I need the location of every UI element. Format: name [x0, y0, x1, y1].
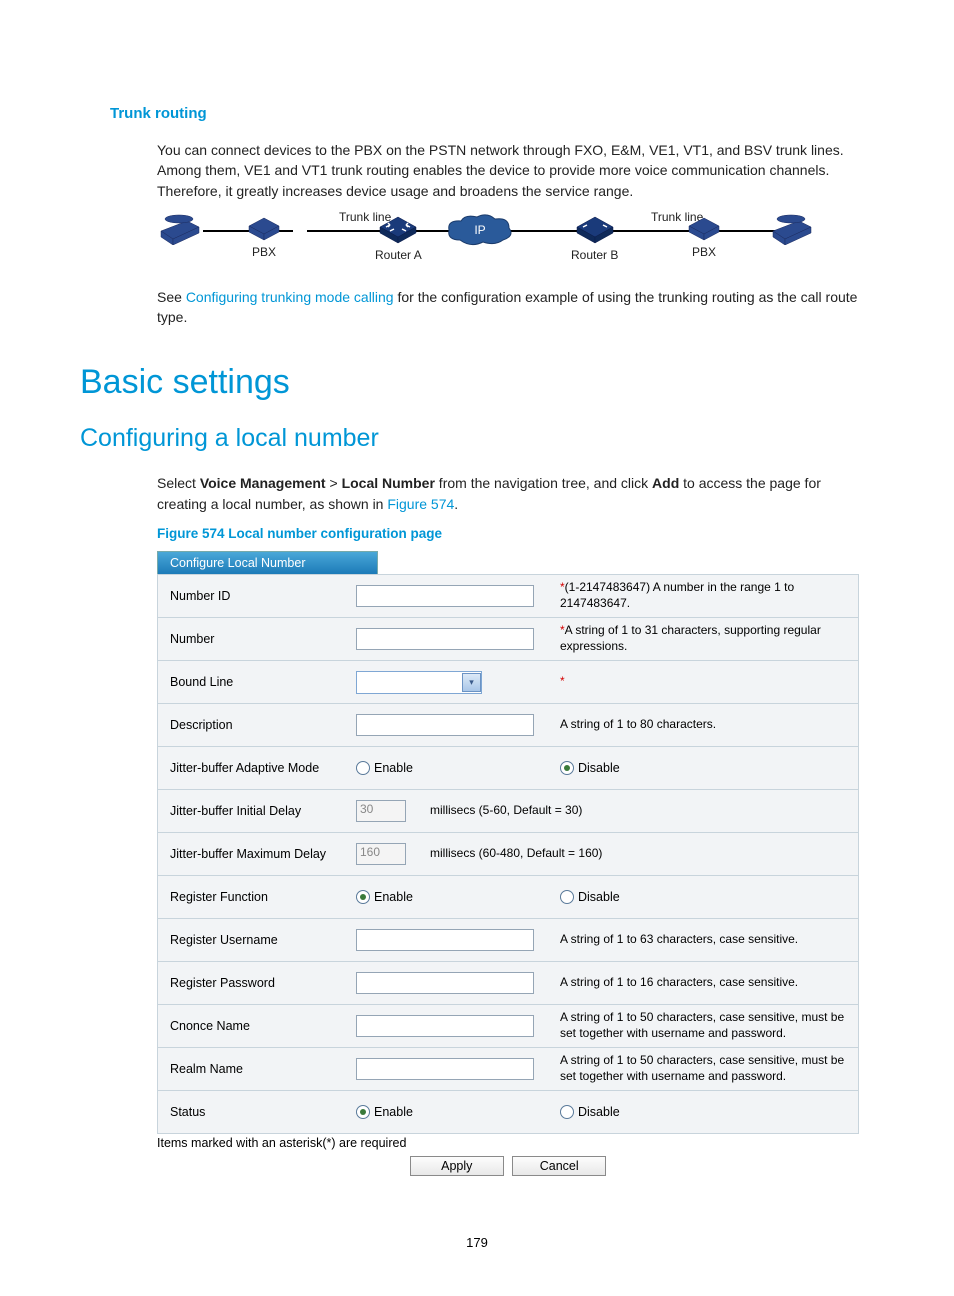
- row-jb-initial: Jitter-buffer Initial Delay 30 millisecs…: [157, 790, 859, 833]
- pbx-label-left: PBX: [247, 245, 281, 259]
- label-jb-adaptive: Jitter-buffer Adaptive Mode: [158, 761, 356, 775]
- row-bound-line: Bound Line ▾ *: [157, 661, 859, 704]
- label-number: Number: [158, 632, 356, 646]
- row-number-id: Number ID *(1-2147483647) A number in th…: [157, 574, 859, 618]
- router-icon: [378, 215, 418, 245]
- local-number-form: Configure Local Number Number ID *(1-214…: [157, 551, 859, 1134]
- row-reg-func: Register Function Enable Disable: [157, 876, 859, 919]
- row-realm: Realm Name A string of 1 to 50 character…: [157, 1048, 859, 1091]
- phone-icon: [769, 213, 815, 245]
- pbx-icon: [247, 216, 281, 242]
- row-status: Status Enable Disable: [157, 1091, 859, 1134]
- row-reg-pass: Register Password A string of 1 to 16 ch…: [157, 962, 859, 1005]
- router-b-label: Router B: [571, 248, 618, 262]
- cloud-icon: IP: [445, 212, 515, 250]
- see-link-para: See Configuring trunking mode calling fo…: [157, 287, 864, 328]
- label-description: Description: [158, 718, 356, 732]
- row-number: Number *A string of 1 to 31 characters, …: [157, 618, 859, 661]
- svg-text:IP: IP: [474, 223, 485, 237]
- figure-caption: Figure 574 Local number configuration pa…: [157, 526, 864, 541]
- label-realm: Realm Name: [158, 1062, 356, 1076]
- trunk-diagram: Trunk line Trunk line P: [157, 213, 817, 273]
- label-number-id: Number ID: [158, 589, 356, 603]
- input-reg-pass[interactable]: [356, 972, 534, 994]
- radio-status-disable[interactable]: Disable: [560, 1104, 850, 1120]
- intro-para: Select Voice Management > Local Number f…: [157, 473, 864, 514]
- row-description: Description A string of 1 to 80 characte…: [157, 704, 859, 747]
- pbx-icon: [687, 216, 721, 242]
- phone-icon: [157, 213, 203, 245]
- input-jb-max[interactable]: 160: [356, 843, 406, 865]
- label-cnonce: Cnonce Name: [158, 1019, 356, 1033]
- input-cnonce[interactable]: [356, 1015, 534, 1037]
- router-icon: [575, 215, 615, 245]
- input-description[interactable]: [356, 714, 534, 736]
- row-reg-user: Register Username A string of 1 to 63 ch…: [157, 919, 859, 962]
- configure-local-number-tab[interactable]: Configure Local Number: [157, 551, 378, 574]
- label-reg-user: Register Username: [158, 933, 356, 947]
- cancel-button[interactable]: Cancel: [512, 1156, 606, 1176]
- configuring-trunking-link[interactable]: Configuring trunking mode calling: [186, 289, 394, 305]
- figure-574-link[interactable]: Figure 574: [387, 496, 454, 512]
- router-a-label: Router A: [375, 248, 422, 262]
- trunk-routing-para: You can connect devices to the PBX on th…: [157, 140, 864, 201]
- label-jb-max: Jitter-buffer Maximum Delay: [158, 847, 356, 861]
- label-status: Status: [158, 1105, 356, 1119]
- required-note: Items marked with an asterisk(*) are req…: [157, 1136, 864, 1150]
- row-cnonce: Cnonce Name A string of 1 to 50 characte…: [157, 1005, 859, 1048]
- radio-reg-func-enable[interactable]: Enable: [356, 890, 413, 904]
- input-jb-initial[interactable]: 30: [356, 800, 406, 822]
- label-bound-line: Bound Line: [158, 675, 356, 689]
- input-reg-user[interactable]: [356, 929, 534, 951]
- radio-jb-adaptive-disable[interactable]: Disable: [560, 760, 850, 776]
- apply-button[interactable]: Apply: [410, 1156, 504, 1176]
- input-number-id[interactable]: [356, 585, 534, 607]
- radio-status-enable[interactable]: Enable: [356, 1105, 413, 1119]
- radio-reg-func-disable[interactable]: Disable: [560, 889, 850, 905]
- label-jb-initial: Jitter-buffer Initial Delay: [158, 804, 356, 818]
- configuring-local-number-heading: Configuring a local number: [80, 424, 864, 453]
- input-number[interactable]: [356, 628, 534, 650]
- row-jb-adaptive: Jitter-buffer Adaptive Mode Enable Disab…: [157, 747, 859, 790]
- pbx-label-right: PBX: [687, 245, 721, 259]
- dropdown-bound-line[interactable]: ▾: [356, 671, 482, 694]
- row-jb-max: Jitter-buffer Maximum Delay 160 millisec…: [157, 833, 859, 876]
- radio-jb-adaptive-enable[interactable]: Enable: [356, 761, 413, 775]
- basic-settings-heading: Basic settings: [80, 363, 864, 402]
- chevron-down-icon: ▾: [462, 673, 481, 692]
- trunk-routing-heading: Trunk routing: [110, 105, 864, 122]
- label-reg-func: Register Function: [158, 890, 356, 904]
- page-number: 179: [0, 1235, 954, 1250]
- input-realm[interactable]: [356, 1058, 534, 1080]
- label-reg-pass: Register Password: [158, 976, 356, 990]
